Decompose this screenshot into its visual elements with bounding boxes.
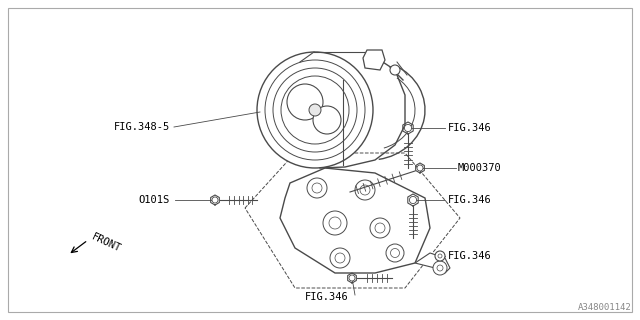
Circle shape [312, 183, 322, 193]
Circle shape [355, 180, 375, 200]
Polygon shape [363, 50, 385, 70]
Circle shape [437, 265, 443, 271]
Text: O101S: O101S [139, 195, 170, 205]
Circle shape [433, 261, 447, 275]
Circle shape [323, 211, 347, 235]
Text: A348001142: A348001142 [579, 303, 632, 312]
Polygon shape [415, 253, 450, 273]
Circle shape [390, 65, 400, 75]
Circle shape [386, 244, 404, 262]
Circle shape [330, 248, 350, 268]
Text: FIG.346: FIG.346 [305, 292, 349, 302]
Circle shape [375, 223, 385, 233]
Circle shape [329, 217, 341, 229]
Text: FIG.346: FIG.346 [448, 123, 492, 133]
Circle shape [349, 275, 355, 281]
Circle shape [313, 106, 341, 134]
Circle shape [410, 196, 417, 204]
Circle shape [307, 178, 327, 198]
Text: FIG.346: FIG.346 [448, 251, 492, 261]
Circle shape [404, 124, 412, 132]
Circle shape [212, 197, 218, 203]
Circle shape [287, 84, 323, 120]
Text: FIG.346: FIG.346 [448, 195, 492, 205]
Text: FIG.348-5: FIG.348-5 [114, 122, 170, 132]
Polygon shape [280, 168, 430, 273]
Circle shape [435, 251, 445, 261]
Circle shape [417, 165, 423, 171]
Circle shape [360, 185, 370, 195]
Circle shape [370, 218, 390, 238]
Circle shape [265, 60, 365, 160]
Circle shape [281, 76, 349, 144]
Circle shape [273, 68, 357, 152]
Circle shape [309, 104, 321, 116]
Circle shape [257, 52, 373, 168]
Circle shape [390, 249, 399, 258]
Circle shape [335, 253, 345, 263]
Circle shape [438, 254, 442, 258]
Text: FRONT: FRONT [90, 232, 122, 254]
Text: M000370: M000370 [458, 163, 502, 173]
